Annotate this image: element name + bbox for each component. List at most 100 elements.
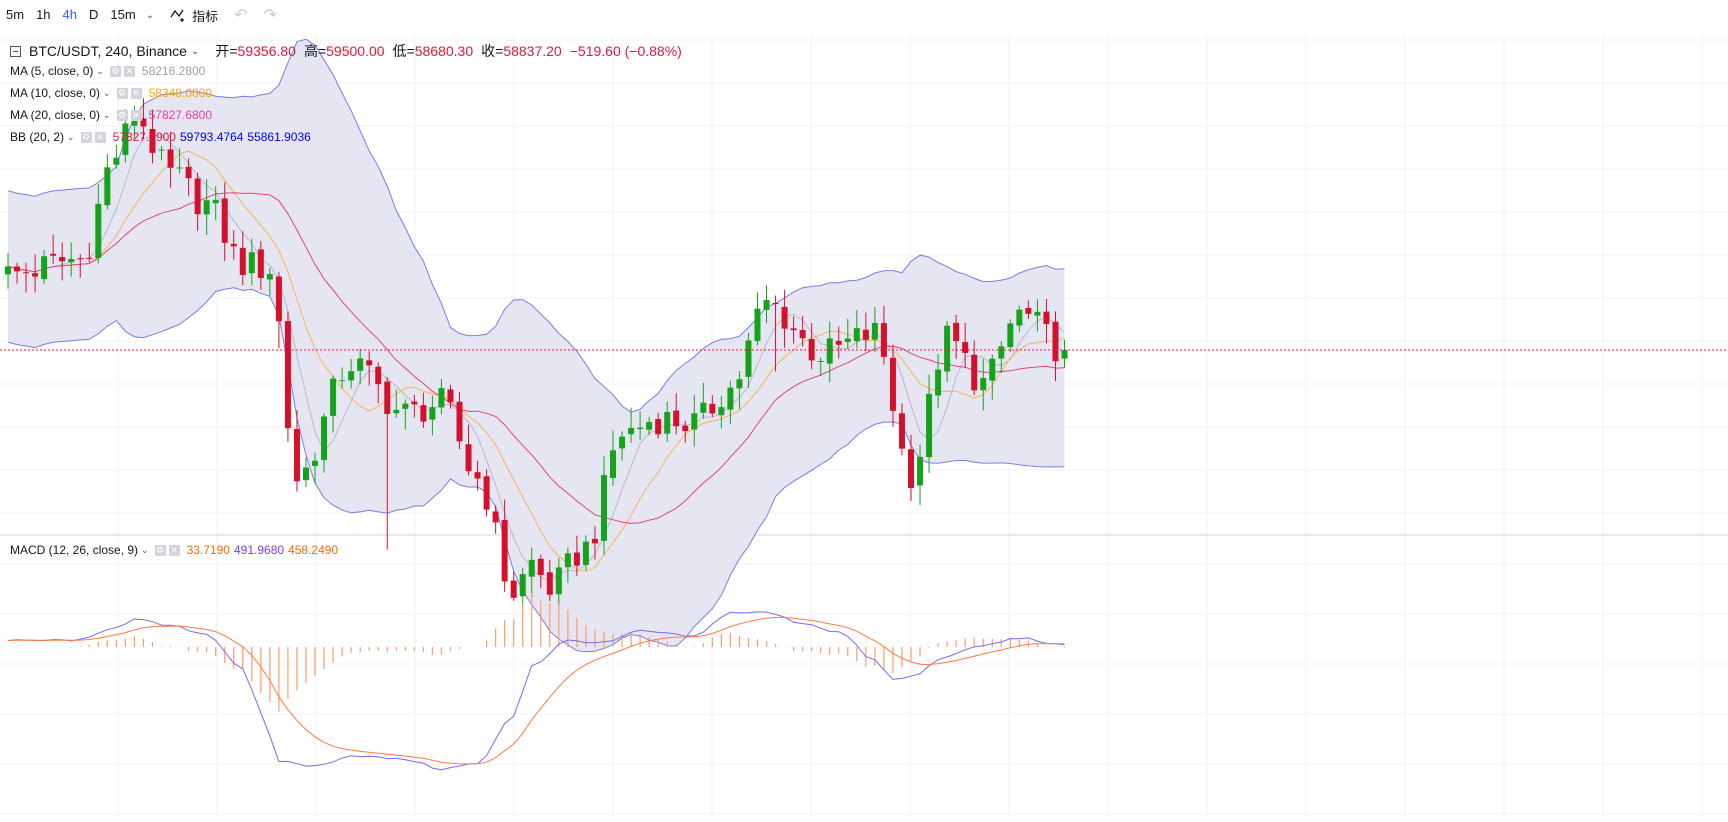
candle-body <box>718 407 725 416</box>
macd-name[interactable]: MACD (12, 26, close, 9) <box>10 543 139 557</box>
indicators-label: 指标 <box>192 8 219 24</box>
ma20-close-icon[interactable]: ✕ <box>130 109 142 121</box>
ma10-name[interactable]: MA (10, close, 0) <box>10 86 101 100</box>
ma10-settings-icon[interactable]: ⚙ <box>116 87 128 99</box>
macd-chevron-down-icon[interactable]: ⌄ <box>141 544 149 555</box>
bb-close-icon[interactable]: ✕ <box>94 131 106 143</box>
candle-body <box>257 249 264 279</box>
ma5-name[interactable]: MA (5, close, 0) <box>10 64 94 78</box>
candle-body <box>889 357 896 411</box>
candle-body <box>898 413 905 449</box>
bb-settings-icon[interactable]: ⚙ <box>80 131 92 143</box>
candle-body <box>104 167 111 206</box>
interval-4h[interactable]: 4h <box>62 7 77 22</box>
candle-body <box>691 413 698 430</box>
macd-hist-value: 33.7190 <box>186 543 230 557</box>
candle-body <box>113 157 120 165</box>
symbol-chevron-down-icon[interactable]: ⌄ <box>190 45 200 57</box>
bollinger-band-fill <box>8 39 1065 652</box>
ma20-settings-icon[interactable]: ⚙ <box>116 109 128 121</box>
candle-body <box>375 366 382 385</box>
interval-chevron-down-icon[interactable]: ⌄ <box>145 9 155 21</box>
candle-body <box>284 321 291 429</box>
candle-body <box>573 552 580 566</box>
bb-lower-value: 55861.9036 <box>247 130 311 144</box>
change-value: −519.60 (−0.88%) <box>569 43 682 59</box>
candle-body <box>1034 311 1041 316</box>
candle-body <box>5 266 11 275</box>
candle-body <box>330 378 337 416</box>
candle-body <box>167 149 174 168</box>
candle-body <box>248 252 255 274</box>
ma10-close-icon[interactable]: ✕ <box>130 87 142 99</box>
candle-body <box>971 354 978 391</box>
symbol-label[interactable]: BTC/USDT, 240, Binance <box>29 43 187 59</box>
bb-upper-value: 59793.4764 <box>179 130 244 144</box>
candle-body <box>808 339 815 361</box>
candle-body <box>312 460 319 466</box>
price-chart-svg[interactable] <box>0 35 1728 817</box>
open-label: 开= <box>215 43 238 59</box>
low-label: 低= <box>392 43 415 59</box>
ma5-chevron-down-icon[interactable]: ⌄ <box>96 65 104 76</box>
candle-body <box>537 558 544 575</box>
candle-body <box>826 338 833 364</box>
candle-body <box>302 467 309 481</box>
candle-body <box>447 389 454 403</box>
candle-body <box>239 247 246 276</box>
ma5-settings-icon[interactable]: ⚙ <box>109 65 121 77</box>
candle-body <box>664 411 671 434</box>
macd-settings-icon[interactable]: ⚙ <box>154 544 166 556</box>
candle-body <box>176 167 183 169</box>
macd-line-value: 491.9680 <box>233 543 285 557</box>
candle-body <box>230 243 237 247</box>
candle-body <box>582 541 589 565</box>
redo-icon[interactable]: ↷ <box>263 7 277 24</box>
candle-body <box>862 329 869 340</box>
candle-body <box>1043 311 1050 325</box>
interval-1h[interactable]: 1h <box>36 7 51 22</box>
low-value: 58680.30 <box>414 43 474 59</box>
ma20-name[interactable]: MA (20, close, 0) <box>10 108 101 122</box>
candle-body <box>736 379 743 389</box>
candle-body <box>555 567 562 595</box>
candle-body <box>483 476 490 510</box>
candle-body <box>998 346 1005 359</box>
chart-area[interactable]: BTC/USDT, 240, Binance ⌄ 开= 59356.80 高= 59… <box>0 35 1728 817</box>
legend-ma5: MA (5, close, 0) ⌄ ⚙ ✕ 58216.2800 <box>10 64 205 78</box>
collapse-icon[interactable] <box>10 45 21 57</box>
candle-body <box>366 360 373 366</box>
ma5-close-icon[interactable]: ✕ <box>123 65 135 77</box>
candle-body <box>14 266 21 272</box>
ma20-value: 57827.6800 <box>148 108 212 122</box>
ma20-chevron-down-icon[interactable]: ⌄ <box>103 109 111 120</box>
candle-body <box>1025 307 1032 314</box>
bb-name[interactable]: BB (20, 2) <box>10 130 65 144</box>
candle-body <box>763 300 770 310</box>
candle-body <box>357 358 364 371</box>
bb-upper-line <box>7 38 1065 413</box>
indicators-button[interactable]: 指标 <box>162 6 226 25</box>
candle-body <box>646 421 653 430</box>
candle-body <box>203 200 210 215</box>
undo-icon[interactable]: ↶ <box>234 7 248 24</box>
ma10-chevron-down-icon[interactable]: ⌄ <box>103 87 111 98</box>
macd-close-icon[interactable]: ✕ <box>168 544 180 556</box>
candle-body <box>140 118 147 127</box>
candle-body <box>673 410 680 427</box>
candle-body <box>420 405 427 422</box>
candle-body <box>917 456 924 486</box>
bb-chevron-down-icon[interactable]: ⌄ <box>67 131 75 142</box>
interval-d[interactable]: D <box>89 7 99 22</box>
candle-body <box>926 393 933 458</box>
candle-body <box>835 340 842 345</box>
bb-basis-value: 57827.6900 <box>112 130 176 144</box>
interval-5m[interactable]: 5m <box>6 7 25 22</box>
interval-15m[interactable]: 15m <box>110 7 136 22</box>
macd-signal-value: 458.2490 <box>288 543 339 557</box>
candle-body <box>59 257 66 262</box>
candle-body <box>402 403 409 409</box>
candle-body <box>339 380 346 382</box>
high-label: 高= <box>303 43 327 59</box>
candle-body <box>275 276 282 322</box>
